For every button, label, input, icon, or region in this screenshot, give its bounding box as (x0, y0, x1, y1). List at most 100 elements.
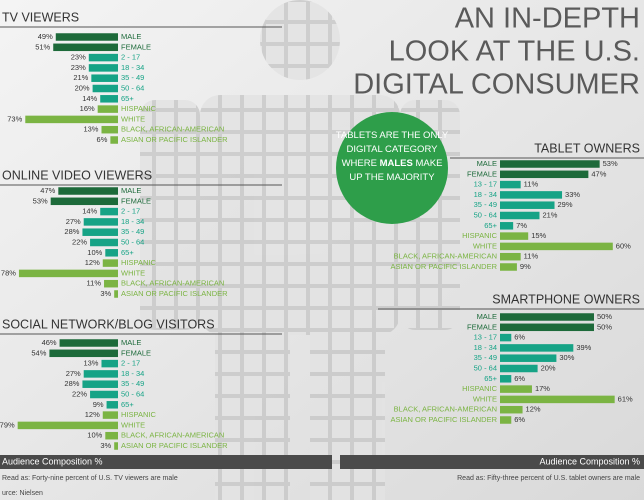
category-label: 65+ (121, 94, 134, 103)
value-label: 6% (97, 135, 108, 144)
bar (90, 238, 118, 247)
category-label: 50 - 64 (121, 389, 144, 398)
value-label: 27% (66, 217, 81, 226)
category-label: 65+ (484, 221, 497, 230)
category-label: 50 - 64 (474, 210, 497, 219)
category-label: BLACK, AFRICAN-AMERICAN (394, 405, 497, 414)
footer-bar (0, 455, 332, 469)
category-label: 50 - 64 (474, 363, 497, 372)
header-title: LOOK AT THE U.S. (389, 36, 640, 68)
category-label: MALE (477, 159, 497, 168)
value-label: 17% (535, 384, 550, 393)
category-label: 18 - 34 (121, 217, 144, 226)
value-label: 13% (83, 125, 98, 134)
value-label: 22% (72, 389, 87, 398)
bar (500, 201, 555, 209)
chart-title: ONLINE VIDEO VIEWERS (2, 168, 152, 182)
category-label: 50 - 64 (121, 237, 144, 246)
bar (500, 405, 523, 414)
category-label: 18 - 34 (474, 343, 497, 352)
category-label: WHITE (121, 420, 145, 429)
value-label: 6% (514, 333, 525, 342)
bar (100, 95, 118, 103)
category-label: WHITE (121, 268, 145, 277)
bar (59, 339, 118, 347)
value-label: 53% (33, 196, 48, 205)
category-label: 65+ (121, 248, 134, 257)
value-label: 12% (85, 258, 100, 267)
bar (500, 354, 557, 362)
category-label: 35 - 49 (121, 227, 144, 236)
value-label: 3% (100, 289, 111, 298)
value-label: 73% (7, 114, 22, 123)
category-label: 18 - 34 (121, 369, 144, 378)
value-label: 49% (38, 32, 53, 41)
bar (91, 74, 118, 82)
bar (92, 84, 118, 93)
category-label: ASIAN OR PACIFIC ISLANDER (121, 441, 228, 450)
value-label: 51% (35, 42, 50, 51)
chart-title: TABLET OWNERS (534, 141, 640, 155)
value-label: 39% (576, 343, 591, 352)
category-label: FEMALE (467, 169, 497, 178)
value-label: 28% (64, 227, 79, 236)
value-label: 79% (0, 420, 15, 429)
bar (500, 191, 563, 199)
value-label: 53% (603, 159, 618, 168)
category-label: ASIAN OR PACIFIC ISLANDER (390, 262, 497, 271)
bar (82, 228, 118, 236)
callout-part: TABLETS ARE THE ONLY (336, 130, 449, 141)
value-label: 12% (85, 410, 100, 419)
value-label: 12% (526, 405, 541, 414)
bar (500, 344, 574, 352)
bar (500, 323, 594, 332)
category-label: BLACK, AFRICAN-AMERICAN (394, 252, 497, 261)
category-label: MALE (121, 186, 141, 195)
bar (500, 416, 512, 424)
footer-note: Read as: Fifty-three percent of U.S. tab… (457, 475, 640, 482)
value-label: 50% (597, 322, 612, 331)
bar (90, 390, 118, 399)
bar (104, 279, 118, 288)
bar (100, 207, 118, 216)
category-label: ASIAN OR PACIFIC ISLANDER (390, 415, 497, 424)
bar (49, 349, 118, 358)
category-label: 2 - 17 (121, 207, 140, 216)
value-label: 61% (618, 394, 633, 403)
bar (500, 160, 600, 168)
value-label: 20% (75, 83, 90, 92)
category-label: 13 - 17 (474, 333, 497, 342)
bar (500, 252, 521, 261)
value-label: 15% (531, 231, 546, 240)
bar (18, 269, 118, 278)
value-label: 22% (72, 237, 87, 246)
category-label: MALE (477, 312, 497, 321)
bar (500, 232, 529, 240)
value-label: 11% (87, 279, 102, 288)
callout-part: MALES (380, 158, 413, 169)
value-label: 46% (42, 338, 57, 347)
footer-note: Read as: Forty-nine percent of U.S. TV v… (2, 475, 178, 482)
category-label: FEMALE (121, 196, 151, 205)
value-label: 23% (71, 63, 86, 72)
value-label: 10% (87, 248, 102, 257)
bar (102, 259, 118, 267)
bar (83, 218, 118, 226)
category-label: WHITE (121, 114, 145, 123)
value-label: 13% (83, 359, 98, 368)
bar (105, 249, 118, 257)
value-label: 9% (520, 262, 531, 271)
bar (50, 197, 118, 206)
header-title: DIGITAL CONSUMER (353, 69, 640, 101)
bar (102, 411, 118, 419)
bar (105, 431, 118, 440)
bar (25, 115, 118, 124)
bar (17, 421, 119, 430)
category-label: FEMALE (467, 322, 497, 331)
value-label: 11% (524, 180, 539, 189)
bar (500, 385, 532, 393)
footer-label: Audience Composition % (539, 456, 640, 466)
bar (106, 401, 118, 409)
value-label: 60% (616, 241, 631, 250)
